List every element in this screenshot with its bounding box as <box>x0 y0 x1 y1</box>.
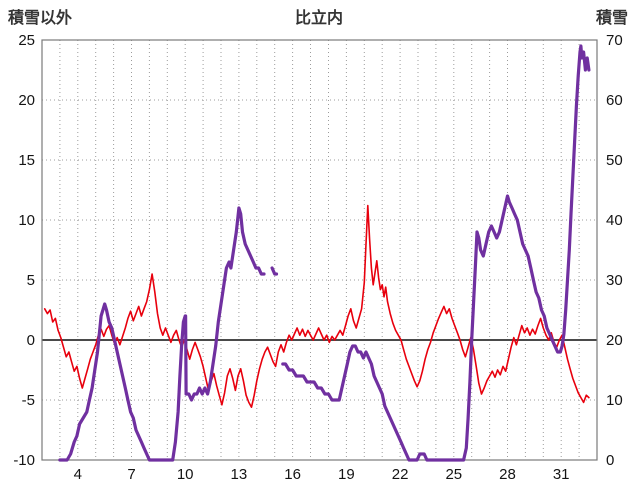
left-axis-tick-label: -10 <box>13 452 35 469</box>
right-axis-title: 積雪 <box>595 8 628 27</box>
x-axis-tick-label: 31 <box>553 466 570 483</box>
x-axis-tick-label: 22 <box>392 466 409 483</box>
right-axis-tick-label: 30 <box>606 272 623 289</box>
left-axis-tick-label: 25 <box>18 32 35 49</box>
x-axis-tick-label: 7 <box>127 466 135 483</box>
right-axis-tick-label: 40 <box>606 212 623 229</box>
snow-depth-line <box>58 206 266 462</box>
left-axis-tick-label: 10 <box>18 212 35 229</box>
x-axis-tick-label: 13 <box>231 466 248 483</box>
right-axis-tick-label: 60 <box>606 92 623 109</box>
x-axis-tick-label: 16 <box>284 466 301 483</box>
left-axis-tick-label: 0 <box>27 332 35 349</box>
x-axis-tick-label: 10 <box>177 466 194 483</box>
right-axis-tick-label: 70 <box>606 32 623 49</box>
temperature-line <box>43 204 590 409</box>
chart-title: 比立内 <box>295 8 343 27</box>
right-axis-tick-label: 50 <box>606 152 623 169</box>
right-axis-tick-label: 20 <box>606 332 623 349</box>
snow-depth-line <box>270 266 279 276</box>
left-axis-tick-label: 20 <box>18 92 35 109</box>
snow-depth-line <box>281 44 591 462</box>
right-axis-tick-label: 10 <box>606 392 623 409</box>
x-axis-tick-label: 4 <box>74 466 82 483</box>
left-axis-title: 積雪以外 <box>7 8 72 27</box>
right-axis-tick-label: 0 <box>606 452 614 469</box>
left-axis-tick-label: 5 <box>27 272 35 289</box>
left-axis-tick-label: 15 <box>18 152 35 169</box>
x-axis-tick-label: 28 <box>499 466 516 483</box>
left-axis-tick-label: -5 <box>22 392 35 409</box>
plot-border <box>41 39 598 461</box>
x-axis-tick-label: 25 <box>445 466 462 483</box>
x-axis-tick-label: 19 <box>338 466 355 483</box>
